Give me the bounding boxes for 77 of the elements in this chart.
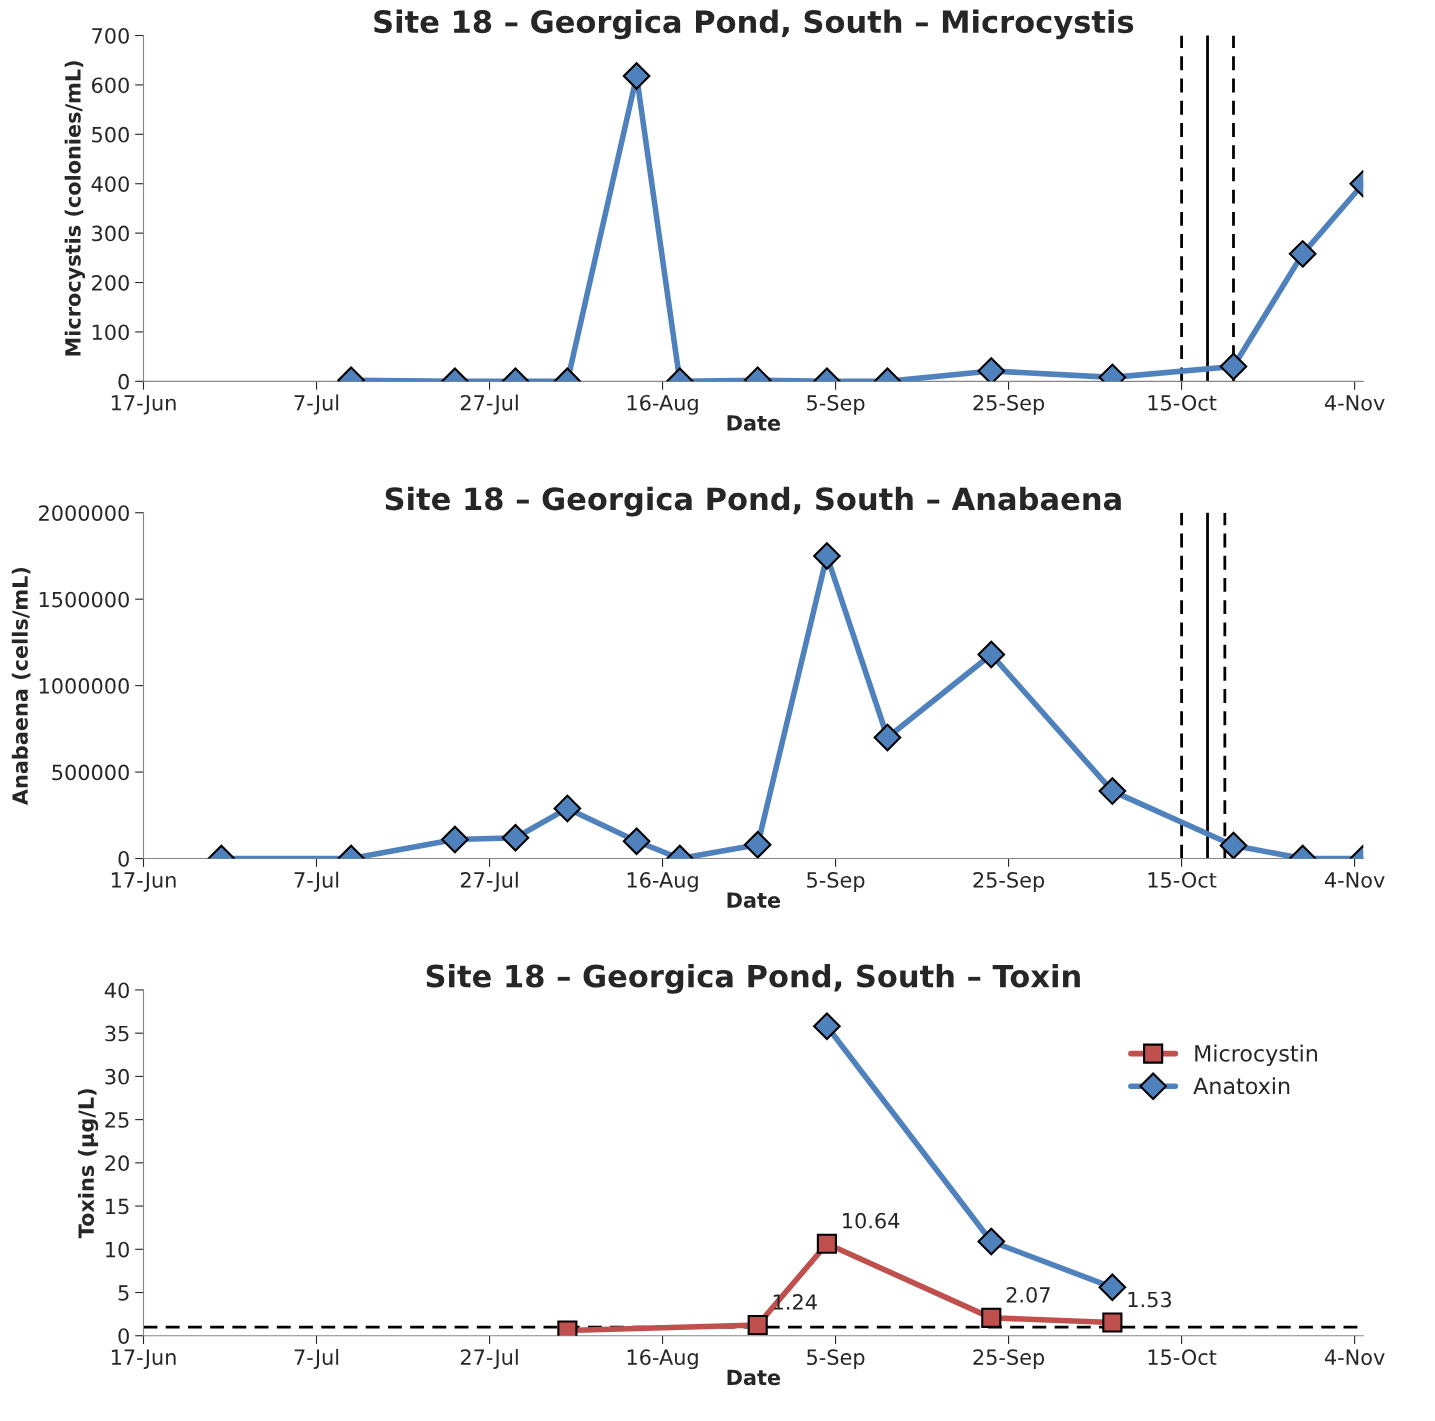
y-tick-label: 400 — [91, 176, 129, 192]
legend-label: Microcystin — [1195, 1044, 1317, 1067]
y-tick-label: 500000 — [52, 764, 129, 781]
point — [1098, 777, 1127, 805]
y-tick-label: 2000000 — [39, 505, 129, 521]
x-tick-label: 25-Sep — [973, 394, 1045, 415]
point — [816, 1233, 837, 1254]
x-tick-label: 4-Nov — [1324, 395, 1385, 411]
data-label: 1.53 — [1128, 1291, 1171, 1308]
point — [873, 723, 902, 752]
x-tick-label: 25-Sep — [973, 1349, 1045, 1370]
x-tick-label: 17-Jun — [111, 1349, 176, 1369]
point — [441, 825, 469, 854]
data-label: 10.64 — [843, 1212, 900, 1229]
y-tick-label: 1500000 — [39, 591, 129, 608]
point — [981, 1307, 1002, 1328]
x-tick-label: 27-Jul — [460, 394, 518, 415]
y-axis-title: Microcystis (colonies/mL) — [64, 61, 85, 356]
point — [501, 823, 530, 852]
chart-title: Site 18 – Georgica Pond, South – Toxin — [426, 963, 1080, 994]
x-tick-label: 17-Jun — [111, 395, 176, 415]
x-tick-label: 16-Aug — [627, 872, 698, 892]
x-tick-label: 27-Jul — [460, 871, 518, 892]
point — [747, 1314, 768, 1336]
chart-title: Site 18 – Georgica Pond, South – Microcystis — [374, 9, 1134, 40]
y-tick-label: 25 — [105, 1112, 129, 1128]
x-tick-label: 4-Nov — [1324, 872, 1385, 888]
point — [743, 830, 772, 859]
x-tick-label: 17-Jun — [111, 872, 176, 892]
y-tick-label: 200 — [92, 274, 129, 291]
y-tick-label: 300 — [92, 225, 129, 242]
x-tick-label: 25-Sep — [973, 872, 1045, 892]
y-tick-label: 100 — [92, 324, 129, 341]
y-tick-label: 500 — [92, 126, 129, 143]
x-tick-label: 15-Oct — [1148, 394, 1217, 411]
y-tick-label: 0 — [118, 850, 129, 867]
point — [553, 794, 582, 823]
y-tick-label: 40 — [104, 982, 129, 999]
x-tick-label: 16-Aug — [627, 394, 698, 415]
y-axis-title: Toxins (µg/L) — [77, 1089, 99, 1239]
x-tick-label: 16-Aug — [627, 1349, 698, 1370]
y-tick-label: 15 — [106, 1198, 129, 1215]
x-tick-label: 7-Jul — [294, 394, 339, 415]
x-axis-title: Date — [727, 415, 781, 431]
legend-label: Anatoxin — [1193, 1077, 1290, 1095]
x-axis-title: Date — [727, 892, 781, 909]
y-tick-label: 10 — [106, 1241, 129, 1258]
point — [1098, 1273, 1127, 1302]
point — [1102, 1312, 1123, 1333]
x-tick-label: 15-Oct — [1148, 1349, 1217, 1366]
point — [622, 827, 651, 856]
x-tick-label: 15-Oct — [1148, 872, 1217, 888]
x-tick-label: 5-Sep — [807, 872, 865, 892]
y-tick-label: 600 — [92, 77, 129, 94]
point — [977, 640, 1006, 669]
y-tick-label: 30 — [105, 1068, 129, 1085]
point — [1219, 831, 1248, 859]
x-tick-label: 4-Nov — [1324, 1349, 1385, 1366]
y-axis-title: Anabaena (cells/mL) — [11, 567, 31, 806]
y-tick-label: 0 — [118, 1328, 129, 1344]
point — [813, 1012, 841, 1041]
y-tick-label: 35 — [105, 1025, 129, 1042]
point — [977, 1227, 1006, 1256]
y-tick-label: 0 — [118, 373, 129, 390]
chart-title: Site 18 – Georgica Pond, South – Anabaena — [385, 486, 1121, 517]
y-tick-label: 1000000 — [39, 678, 129, 694]
y-tick-label: 20 — [105, 1155, 129, 1172]
y-tick-label: 700 — [92, 27, 129, 44]
x-tick-label: 27-Jul — [460, 1348, 518, 1369]
point — [813, 542, 841, 570]
y-tick-label: 5 — [118, 1285, 129, 1301]
x-tick-label: 7-Jul — [294, 1348, 339, 1369]
x-tick-label: 5-Sep — [807, 394, 865, 415]
x-axis-title: Date — [727, 1369, 781, 1386]
x-tick-label: 5-Sep — [807, 1349, 865, 1370]
data-label: 2.07 — [1006, 1286, 1050, 1303]
x-tick-label: 7-Jul — [294, 871, 339, 892]
